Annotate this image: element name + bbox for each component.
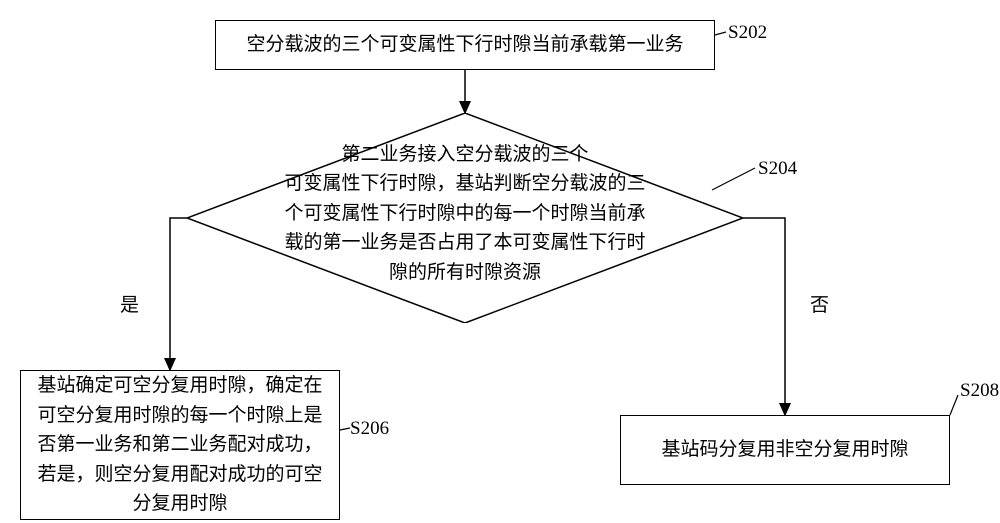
node-s204 <box>187 113 743 323</box>
edge-e3 <box>743 218 785 415</box>
diamond-shape <box>187 113 743 323</box>
node-s208-text: 基站码分复用非空分复用时隙 <box>661 435 908 464</box>
label-s202-text: S202 <box>728 22 767 43</box>
node-s206: 基站确定可空分复用时隙，确定在 可空分复用时隙的每一个时隙上是 否第一业务和第二… <box>20 370 340 520</box>
leader-s206 <box>340 428 350 430</box>
label-s204: S204 <box>758 158 797 180</box>
edge-e2-label: 是 <box>120 290 139 317</box>
label-s202: S202 <box>728 22 767 44</box>
node-s206-text: 基站确定可空分复用时隙，确定在 可空分复用时隙的每一个时隙上是 否第一业务和第二… <box>37 371 322 518</box>
label-s206-text: S206 <box>350 418 389 439</box>
label-s204-text: S204 <box>758 158 797 179</box>
edge-e3-label: 否 <box>810 290 829 317</box>
label-s206: S206 <box>350 418 389 440</box>
node-s202: 空分载波的三个可变属性下行时隙当前承载第一业务 <box>215 20 715 70</box>
label-s208: S208 <box>960 380 999 402</box>
leader-s202 <box>715 32 726 35</box>
edge-e2 <box>170 218 187 370</box>
leader-s208 <box>950 395 958 415</box>
node-s202-text: 空分载波的三个可变属性下行时隙当前承载第一业务 <box>246 30 683 59</box>
label-s208-text: S208 <box>960 380 999 401</box>
node-s208: 基站码分复用非空分复用时隙 <box>620 415 950 485</box>
